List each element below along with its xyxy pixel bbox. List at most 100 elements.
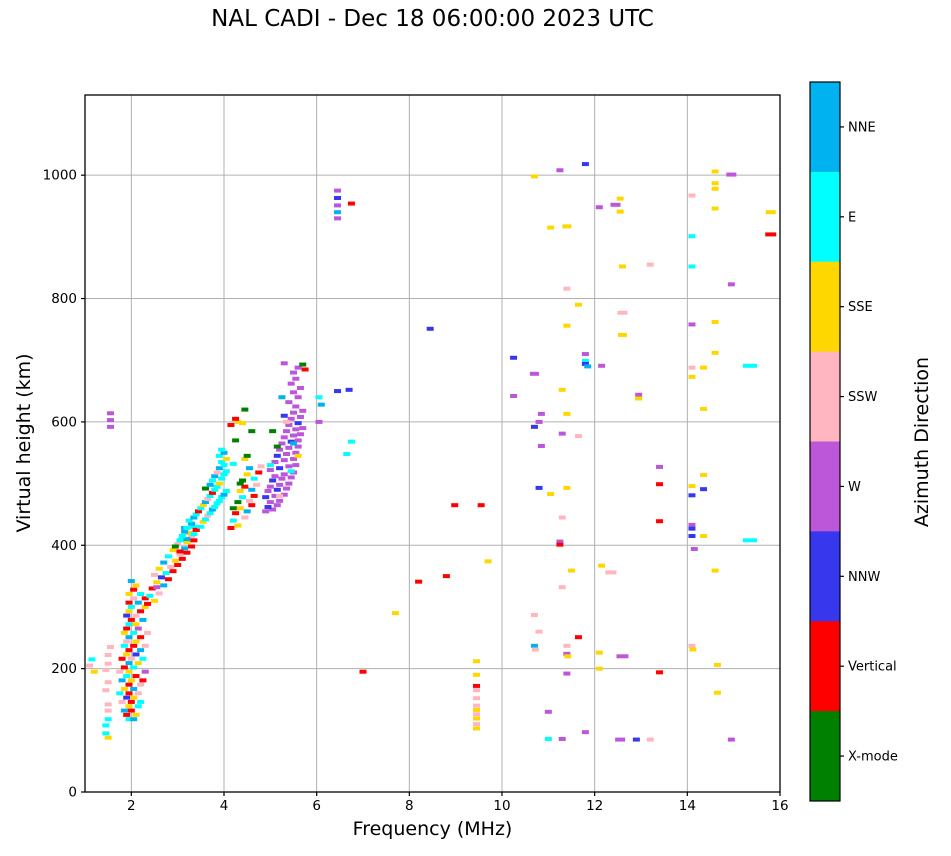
- data-point: [141, 596, 149, 601]
- data-point: [120, 630, 128, 635]
- data-point: [125, 704, 133, 709]
- data-point: [174, 542, 182, 547]
- colorbar-segment-e: [810, 171, 840, 263]
- data-point: [218, 460, 226, 465]
- data-point: [595, 666, 603, 671]
- x-tick-label: 12: [586, 798, 603, 814]
- data-point: [563, 485, 571, 490]
- data-point: [192, 527, 200, 532]
- data-point: [195, 509, 203, 514]
- data-point: [646, 262, 654, 267]
- data-point: [294, 365, 302, 370]
- data-point: [132, 674, 140, 679]
- data-point: [276, 447, 284, 452]
- data-point: [250, 476, 258, 481]
- data-point: [201, 517, 209, 522]
- data-point: [473, 707, 481, 712]
- data-point: [213, 501, 221, 506]
- data-point: [334, 389, 342, 394]
- data-point: [211, 505, 219, 510]
- data-point: [123, 674, 131, 679]
- data-point: [125, 592, 133, 597]
- data-point: [713, 690, 721, 695]
- data-point: [616, 654, 629, 659]
- data-point: [544, 736, 552, 741]
- data-point: [280, 435, 288, 440]
- data-point: [148, 586, 156, 591]
- data-point: [581, 361, 589, 366]
- data-point: [558, 585, 566, 590]
- data-point: [130, 630, 138, 635]
- colorbar-tick-label: E: [848, 210, 856, 225]
- data-point: [206, 511, 214, 516]
- data-point: [618, 264, 626, 269]
- data-point: [556, 542, 564, 547]
- data-point: [132, 622, 140, 627]
- data-point: [153, 585, 161, 590]
- data-point: [271, 460, 279, 465]
- data-point: [201, 486, 209, 491]
- data-point: [347, 439, 355, 444]
- x-tick-label: 14: [679, 798, 696, 814]
- data-point: [144, 601, 152, 606]
- data-point: [271, 474, 279, 479]
- data-point: [283, 486, 291, 491]
- data-point: [229, 461, 237, 466]
- data-point: [713, 662, 721, 667]
- data-point: [294, 395, 302, 400]
- data-point: [102, 667, 110, 672]
- data-point: [558, 387, 566, 392]
- data-point: [141, 643, 149, 648]
- data-point: [215, 466, 223, 471]
- data-point: [477, 503, 485, 508]
- data-point: [535, 629, 543, 634]
- data-point: [125, 717, 133, 722]
- data-point: [185, 518, 193, 523]
- data-point: [104, 653, 112, 658]
- data-point: [262, 495, 270, 500]
- data-point: [106, 645, 114, 650]
- data-point: [227, 526, 235, 531]
- data-point: [689, 647, 697, 652]
- data-point: [106, 411, 114, 416]
- data-point: [176, 552, 184, 557]
- x-axis-label: Frequency (MHz): [352, 818, 513, 840]
- colorbar-segment-vertical: [810, 621, 840, 712]
- ionogram-plot: 2 4 6 8 10 12 14 16 0 200 400 600 800 1000: [43, 94, 789, 814]
- data-point: [688, 526, 696, 531]
- data-point: [605, 570, 617, 575]
- data-point: [632, 737, 640, 742]
- data-point: [127, 678, 135, 683]
- data-point: [104, 708, 112, 713]
- data-point: [204, 497, 212, 502]
- data-point: [556, 168, 564, 173]
- data-point: [208, 478, 216, 483]
- data-point: [742, 538, 757, 543]
- data-point: [581, 730, 589, 735]
- data-point: [241, 484, 249, 489]
- data-point: [299, 408, 307, 413]
- data-point: [296, 414, 304, 419]
- data-point: [563, 651, 571, 656]
- data-point: [137, 609, 145, 614]
- data-point: [451, 503, 459, 508]
- data-point: [473, 659, 481, 664]
- data-point: [132, 613, 140, 618]
- data-point: [299, 426, 307, 431]
- data-point: [130, 587, 138, 592]
- data-point: [280, 361, 288, 366]
- data-point: [130, 686, 138, 691]
- data-point: [359, 669, 367, 674]
- data-point: [317, 402, 325, 407]
- data-point: [688, 643, 696, 648]
- data-point: [700, 487, 708, 492]
- data-point: [164, 554, 172, 559]
- data-point: [137, 682, 145, 687]
- data-point: [181, 546, 189, 551]
- data-point: [347, 201, 355, 206]
- data-point: [144, 630, 152, 635]
- data-point: [125, 691, 133, 696]
- data-point: [134, 704, 142, 709]
- data-point: [563, 671, 571, 676]
- data-point: [130, 665, 138, 670]
